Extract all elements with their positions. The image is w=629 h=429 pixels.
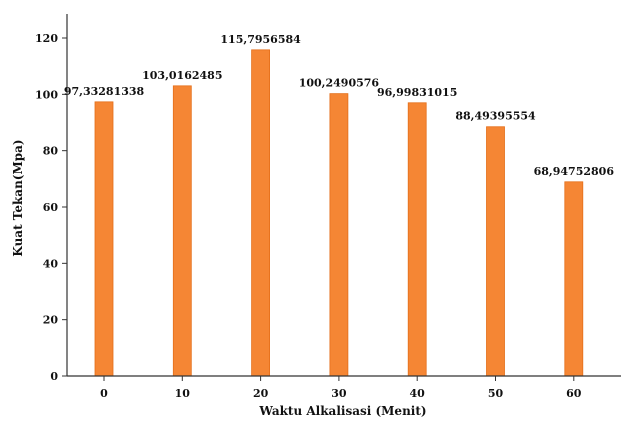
- x-axis-title: Waktu Alkalisasi (Menit): [258, 404, 426, 418]
- x-tick-label: 30: [331, 387, 347, 400]
- y-tick-label: 40: [43, 257, 59, 270]
- x-tick-label: 10: [175, 387, 191, 400]
- x-tick-label: 20: [253, 387, 269, 400]
- bar-40: [407, 102, 427, 377]
- data-label: 68,94752806: [534, 165, 615, 178]
- data-label: 100,2490576: [299, 77, 380, 90]
- x-tick-label: 0: [100, 387, 108, 400]
- bar-20: [251, 49, 271, 377]
- y-tick-label: 0: [50, 370, 58, 383]
- y-tick-label: 100: [35, 88, 58, 101]
- data-label: 96,99831015: [377, 86, 457, 99]
- y-tick-label: 80: [43, 145, 59, 158]
- y-tick-label: 120: [35, 32, 58, 45]
- bar-10: [172, 85, 192, 377]
- y-tick-label: 20: [43, 314, 59, 327]
- data-labels: 97,33281338 103,0162485 115,7956584 100,249…: [64, 33, 615, 178]
- bar-60: [564, 181, 584, 377]
- y-axis-title: Kuat Tekan(Mpa): [11, 139, 25, 256]
- x-tick-label: 40: [410, 387, 426, 400]
- y-tick-label: 60: [43, 201, 59, 214]
- data-label: 115,7956584: [220, 33, 301, 46]
- bars: [94, 49, 584, 377]
- x-tick-label: 60: [566, 387, 582, 400]
- x-axis-ticks: 0 10 20 30 40 50 60: [100, 376, 582, 400]
- data-label: 97,33281338: [64, 85, 145, 98]
- bar-0: [94, 101, 114, 377]
- data-label: 88,49395554: [455, 110, 536, 123]
- y-axis-ticks: 0 20 40 60 80 100 120: [35, 32, 67, 383]
- x-tick-label: 50: [488, 387, 504, 400]
- bar-50: [486, 126, 505, 377]
- axes: [66, 14, 621, 377]
- data-label: 103,0162485: [142, 69, 222, 82]
- bar-30: [329, 93, 349, 377]
